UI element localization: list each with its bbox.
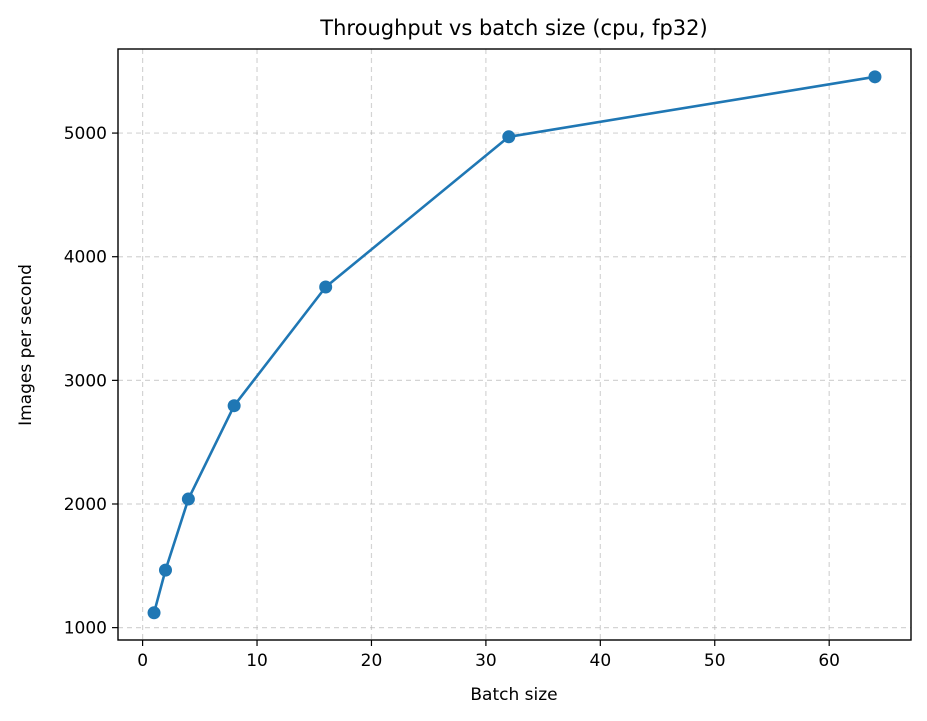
plot-frame — [117, 48, 912, 641]
data-point — [319, 280, 333, 294]
x-tick-label: 60 — [818, 651, 840, 671]
x-tick-label: 30 — [475, 651, 497, 671]
y-tick-label: 1000 — [64, 619, 107, 639]
x-tick-label: 10 — [246, 651, 268, 671]
x-axis: 0 10 20 30 40 50 60 — [137, 640, 840, 671]
chart-title: Throughput vs batch size (cpu, fp32) — [319, 16, 707, 40]
y-tick-label: 3000 — [64, 371, 107, 391]
x-tick-label: 50 — [704, 651, 726, 671]
data-point — [868, 70, 882, 84]
series-layer — [147, 70, 882, 620]
data-point — [227, 399, 241, 413]
x-axis-label: Batch size — [470, 685, 557, 705]
data-point — [502, 130, 516, 144]
y-tick-label: 4000 — [64, 248, 107, 268]
x-tick-label: 20 — [361, 651, 383, 671]
x-tick-label: 0 — [137, 651, 148, 671]
y-axis-label: Images per second — [16, 264, 36, 426]
x-tick-label: 40 — [590, 651, 612, 671]
data-point — [181, 492, 195, 506]
y-tick-label: 2000 — [64, 495, 107, 515]
grid — [118, 49, 911, 640]
y-axis: 1000 2000 3000 4000 5000 — [64, 124, 118, 639]
data-point — [158, 563, 172, 577]
y-tick-label: 5000 — [64, 124, 107, 144]
data-point — [147, 606, 161, 620]
